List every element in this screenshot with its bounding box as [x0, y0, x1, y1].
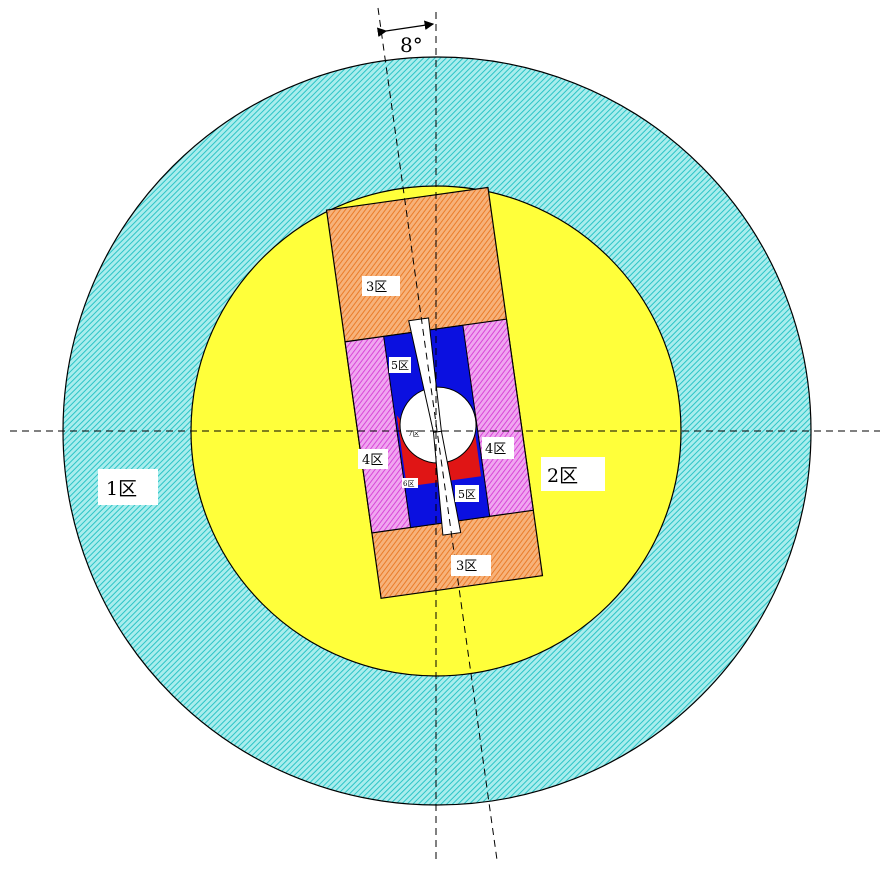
zone2-label: 2区 [547, 465, 578, 487]
zone7-label: 7区 [408, 430, 419, 438]
angle-dimension-arrow [376, 20, 435, 37]
zone1-label: 1区 [106, 478, 137, 500]
wedge-slit-bottom [432, 430, 462, 536]
zone4-left-label: 4区 [362, 453, 383, 468]
zone3-top-label-box [362, 276, 400, 296]
zone6-label: 6区 [403, 480, 414, 488]
zone5-top-label-box [389, 357, 411, 373]
zone3-top-label: 3区 [366, 280, 387, 295]
zone5-bottom-label: 5区 [458, 488, 476, 501]
zone4-right-label-box [482, 437, 514, 459]
zone4-left-label-box [358, 449, 388, 469]
zone4-right-label: 4区 [485, 442, 506, 457]
zone3-bottom-label: 3区 [456, 559, 477, 574]
zone5-bottom-label-box [455, 485, 479, 502]
zone6-label-box [402, 478, 418, 488]
zone1-label-box [98, 469, 158, 505]
angle-label: 8° [400, 33, 423, 57]
zone2-label-box [541, 457, 605, 491]
zone3-bottom-label-box [451, 555, 491, 576]
zone5-top-label: 5区 [391, 359, 409, 372]
